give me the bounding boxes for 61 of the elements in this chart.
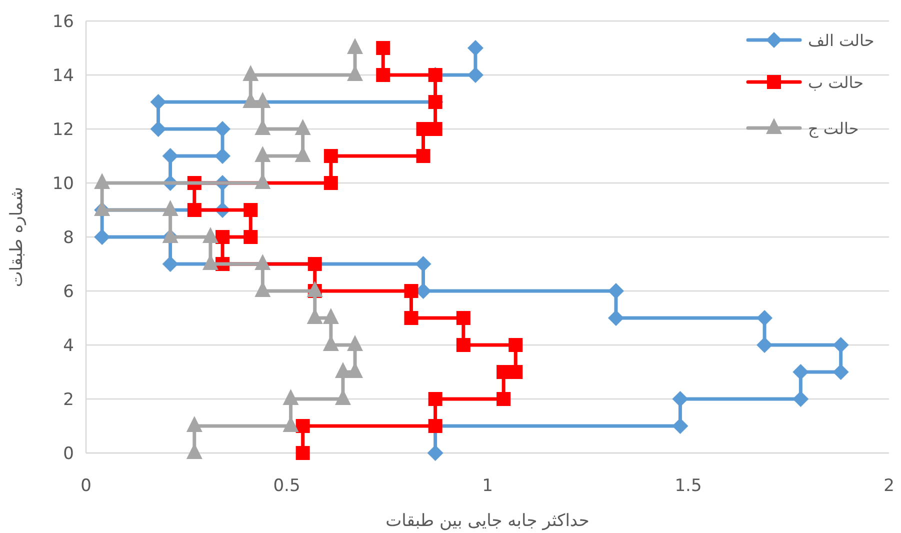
point [216,230,230,244]
point [150,94,166,110]
y-tick-label: 0 [63,444,74,464]
point [214,148,231,164]
y-tick-label: 8 [63,228,74,248]
point [324,149,338,163]
point [244,203,258,217]
point [832,364,849,380]
point [308,257,322,271]
point [608,310,624,326]
point [467,67,484,83]
x-axis-title: حداکثر جابه جایی بین طبقات [386,511,590,531]
point [404,284,418,298]
point [672,391,688,407]
point [376,68,390,82]
point [496,392,511,406]
point [296,446,310,460]
point [608,283,624,299]
point [792,391,809,407]
point [427,445,444,461]
x-tick-label: 1 [482,476,493,496]
point [832,337,849,353]
point [296,419,310,433]
y-tick-label: 4 [63,336,74,356]
point [508,338,523,352]
point [428,392,442,406]
y-tick-label: 2 [63,390,74,410]
point [324,176,338,190]
x-tick-label: 2 [884,476,894,496]
point [672,418,688,434]
point [456,311,470,325]
point [162,256,178,272]
point [244,230,258,244]
point [456,338,470,352]
x-tick-label: 0 [80,476,92,496]
point [415,256,432,272]
point [94,229,110,245]
y-tick-label: 6 [63,282,74,302]
point [376,41,390,55]
point [428,122,442,136]
point [756,310,773,326]
point [467,40,484,56]
point [792,364,809,380]
y-tick-label: 14 [52,66,74,86]
point [214,121,231,137]
point [756,337,773,353]
point [162,148,178,164]
point [150,121,166,137]
x-tick-label: 1.5 [674,476,702,496]
y-axis-title: شماره طبقات [7,186,27,288]
point [508,365,523,379]
point [416,149,430,163]
x-tick-label: 0.5 [273,476,300,496]
point [404,311,418,325]
point [187,203,202,217]
y-tick-label: 12 [52,120,74,140]
legend-label: حالت ج [808,119,859,138]
legend-label: حالت الف [808,31,874,50]
y-tick-label: 16 [52,12,74,32]
legend-label: حالت ب [808,73,864,92]
y-tick-label: 10 [52,174,74,194]
